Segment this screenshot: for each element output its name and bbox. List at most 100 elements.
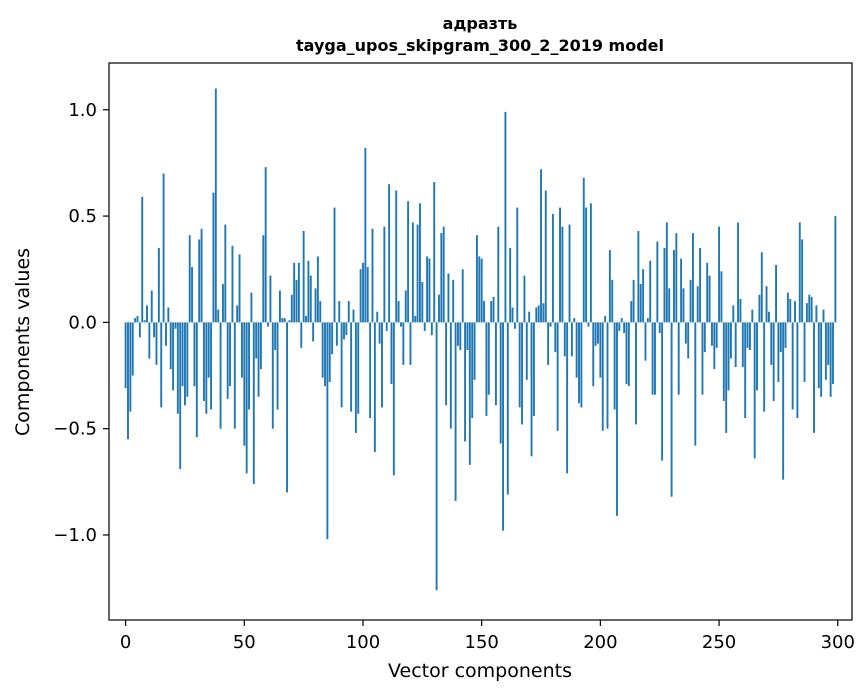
bar-290 — [813, 322, 815, 433]
bar-160 — [504, 111, 507, 323]
y-axis: −1.0 −0.5 0.0 0.5 1.0 — [53, 100, 109, 546]
bar-244 — [703, 322, 706, 353]
y-tick-label: 0.5 — [68, 206, 97, 227]
y-tick-label: 0.0 — [68, 312, 97, 333]
bar-8 — [143, 320, 146, 323]
bar-275 — [777, 322, 780, 382]
bar-132 — [438, 294, 440, 323]
bar-14 — [157, 247, 160, 323]
bar-85 — [326, 322, 329, 540]
bar-18 — [167, 307, 170, 323]
bar-294 — [822, 309, 825, 323]
y-axis-label: Components values — [12, 248, 34, 436]
bar-181 — [554, 322, 557, 353]
bar-119 — [407, 201, 410, 323]
bar-113 — [392, 322, 395, 476]
bar-206 — [613, 322, 616, 410]
bar-89 — [335, 322, 338, 346]
bar-139 — [454, 322, 457, 501]
bar-161 — [506, 322, 509, 495]
bar-185 — [563, 322, 566, 357]
bar-243 — [701, 322, 704, 395]
bar-97 — [354, 322, 357, 433]
bar-208 — [618, 322, 621, 331]
bar-142 — [461, 269, 464, 323]
bar-247 — [711, 322, 713, 346]
bar-282 — [794, 301, 796, 323]
bar-154 — [490, 301, 493, 323]
bar-115 — [397, 301, 400, 323]
bar-201 — [601, 322, 604, 431]
bar-104 — [371, 228, 374, 323]
bar-228 — [665, 222, 668, 323]
bar-255 — [729, 322, 732, 359]
bar-257 — [734, 322, 737, 368]
bar-100 — [362, 262, 364, 323]
bar-105 — [373, 322, 376, 453]
bar-175 — [540, 169, 542, 323]
x-axis-label: Vector components — [388, 660, 572, 682]
bar-254 — [727, 322, 730, 391]
bar-54 — [252, 322, 255, 484]
bar-81 — [316, 256, 319, 323]
bar-198 — [594, 322, 597, 346]
bar-232 — [675, 233, 678, 323]
bar-134 — [442, 226, 445, 323]
bar-73 — [297, 262, 300, 323]
bar-297 — [829, 322, 832, 397]
bar-77 — [307, 260, 310, 323]
y-tick-label: −0.5 — [53, 419, 97, 440]
bar-128 — [428, 258, 431, 323]
bar-196 — [589, 203, 592, 323]
bar-39 — [217, 309, 220, 323]
bar-180 — [551, 213, 554, 323]
bar-226 — [661, 322, 664, 461]
bar-289 — [810, 296, 813, 323]
bar-153 — [487, 322, 490, 395]
bar-295 — [824, 322, 827, 380]
bar-150 — [480, 258, 483, 323]
bar-29 — [193, 322, 196, 387]
bar-182 — [556, 322, 559, 431]
bar-78 — [309, 275, 312, 323]
bar-16 — [162, 173, 165, 323]
bar-230 — [670, 322, 673, 497]
bar-82 — [319, 301, 322, 323]
x-tick-label: 100 — [346, 632, 380, 653]
bar-2 — [129, 322, 132, 412]
bar-245 — [706, 262, 709, 323]
bar-20 — [172, 322, 175, 391]
bar-293 — [820, 322, 823, 397]
bar-151 — [483, 301, 486, 323]
bar-68 — [286, 322, 288, 493]
bar-155 — [492, 296, 495, 323]
bar-158 — [499, 322, 502, 444]
chart-title: адразть — [443, 14, 518, 33]
bar-67 — [283, 318, 286, 323]
bar-5 — [136, 315, 139, 323]
bar-21 — [174, 322, 177, 329]
bar-199 — [597, 322, 599, 344]
bar-171 — [530, 322, 533, 457]
bar-276 — [779, 322, 782, 353]
x-tick-label: 250 — [702, 632, 736, 653]
bar-267 — [758, 294, 761, 323]
bar-112 — [390, 322, 393, 385]
bar-172 — [532, 322, 535, 416]
bar-261 — [744, 322, 747, 419]
bar-55 — [255, 322, 258, 359]
bar-50 — [243, 322, 246, 446]
bar-215 — [635, 322, 637, 425]
bar-271 — [767, 311, 770, 323]
bar-91 — [340, 322, 343, 408]
bar-98 — [357, 322, 360, 414]
bar-120 — [409, 322, 412, 365]
bar-63 — [274, 322, 277, 351]
bar-288 — [808, 294, 811, 323]
bar-74 — [300, 322, 303, 348]
bar-1 — [127, 322, 129, 440]
bar-202 — [604, 315, 607, 323]
bar-270 — [765, 286, 768, 323]
bar-216 — [637, 230, 640, 323]
bar-13 — [155, 322, 158, 365]
